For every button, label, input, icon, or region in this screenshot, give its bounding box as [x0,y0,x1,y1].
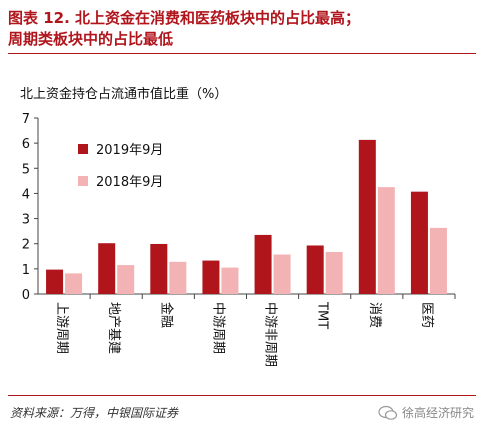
legend-label-2018: 2018年9月 [96,175,163,190]
bar-2019 [202,260,220,294]
bar-2018 [117,265,135,294]
watermark-text: 徐高经济研究 [401,406,474,420]
x-tick-label: TMT [315,301,330,329]
legend-label-2019: 2019年9月 [96,143,163,158]
bar-2018 [429,227,447,294]
y-tick-label: 0 [22,288,30,303]
bar-2018 [377,187,395,294]
x-tick-label: 中游周期 [210,302,225,354]
bar-2019 [98,243,116,294]
legend-swatch-2018 [78,176,88,186]
figure-title-line2: 周期类板块中的占比最低 [8,30,174,48]
y-tick-label: 4 [22,187,30,202]
bar-2019 [410,191,428,294]
bar-2019 [358,139,376,294]
chart-title: 北上资金持仓占流通市值比重（%） [20,86,227,102]
y-tick-label: 7 [22,112,30,127]
title-divider [8,53,476,54]
bar-2018 [325,252,343,294]
bar-2018 [65,273,83,294]
bar-2018 [273,254,291,294]
x-tick-label: 消费 [367,302,382,328]
bar-2019 [46,269,64,294]
source-note: 资料来源：万得，中银国际证券 [10,406,179,420]
y-tick-label: 1 [22,263,30,278]
wechat-icon [378,405,398,420]
x-tick-label: 地产基建 [106,302,121,354]
bar-2019 [306,245,324,294]
x-tick-label: 上游周期 [54,302,69,354]
footer-divider [8,395,476,396]
x-tick-label: 金融 [158,302,174,328]
bar-2018 [221,267,239,294]
watermark: 徐高经济研究 [378,404,474,421]
bar-2019 [254,234,272,294]
figure-title: 图表 12. 北上资金在消费和医药板块中的占比最高； 周期类板块中的占比最低 [8,8,476,50]
legend-swatch-2019 [78,144,88,154]
y-tick-label: 2 [22,238,30,253]
bar-2019 [150,243,168,294]
x-tick-label: 医药 [419,302,434,328]
y-tick-label: 5 [22,162,30,177]
figure-title-line1: 图表 12. 北上资金在消费和医药板块中的占比最高； [8,9,361,27]
plot-area: 0 1 2 3 4 5 6 7 上游周期 地产基建 金融 中游周期 中游非周期 TMT 消费 医药 2019年9… [22,112,456,367]
y-tick-label: 6 [22,137,30,152]
x-tick-label: 中游非周期 [263,302,278,367]
bar-2018 [169,261,187,294]
y-tick-label: 3 [22,213,30,228]
